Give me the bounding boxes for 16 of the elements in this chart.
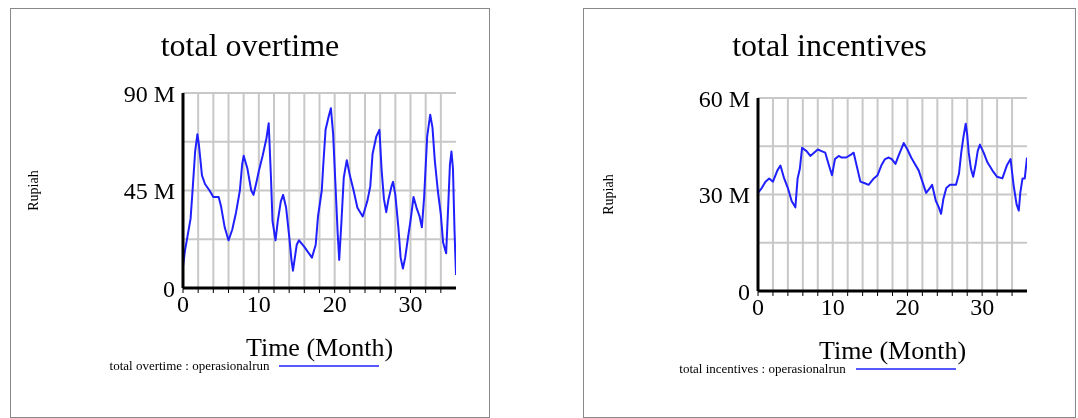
y-axis-title: Rupiah [25,170,41,211]
x-tick-label: 30 [970,294,995,321]
x-tick-label: 20 [322,291,347,318]
x-tick-label: 10 [820,294,845,321]
chart-title: total overtime [159,27,341,64]
line-series [758,122,1027,215]
y-tick-label: 60 M [698,85,750,112]
line-series [183,107,456,276]
y-tick-label: 45 M [123,178,175,205]
y-tick-label: 90 M [123,80,175,107]
chart-title: total incentives [731,27,928,64]
x-tick-label: 30 [398,291,423,318]
y-axis-title: Rupiah [600,174,616,215]
x-tick-label: 10 [246,291,271,318]
y-tick-label: 30 M [698,182,750,209]
x-tick-label: 20 [895,294,920,321]
